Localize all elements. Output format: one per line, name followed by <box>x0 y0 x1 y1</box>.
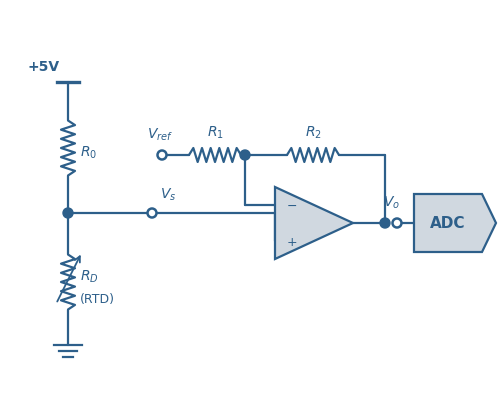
Text: −: − <box>287 199 297 212</box>
Text: $R_2$: $R_2$ <box>304 125 321 141</box>
Text: +: + <box>287 235 297 249</box>
Polygon shape <box>413 194 495 252</box>
Circle shape <box>63 208 73 218</box>
Text: (RTD): (RTD) <box>80 293 115 307</box>
Text: +5V: +5V <box>28 60 60 74</box>
Text: ADC: ADC <box>429 216 465 231</box>
Text: $V_o$: $V_o$ <box>382 195 399 211</box>
Text: $R_1$: $R_1$ <box>206 125 223 141</box>
Circle shape <box>379 218 389 228</box>
Text: $R_0$: $R_0$ <box>80 145 97 161</box>
Circle shape <box>239 150 249 160</box>
Text: $V_{ref}$: $V_{ref}$ <box>147 127 173 143</box>
Circle shape <box>392 218 401 228</box>
Circle shape <box>157 150 166 160</box>
Circle shape <box>147 208 156 218</box>
Text: $V_s$: $V_s$ <box>160 187 176 203</box>
Text: $R_D$: $R_D$ <box>80 269 99 285</box>
Polygon shape <box>275 187 352 259</box>
